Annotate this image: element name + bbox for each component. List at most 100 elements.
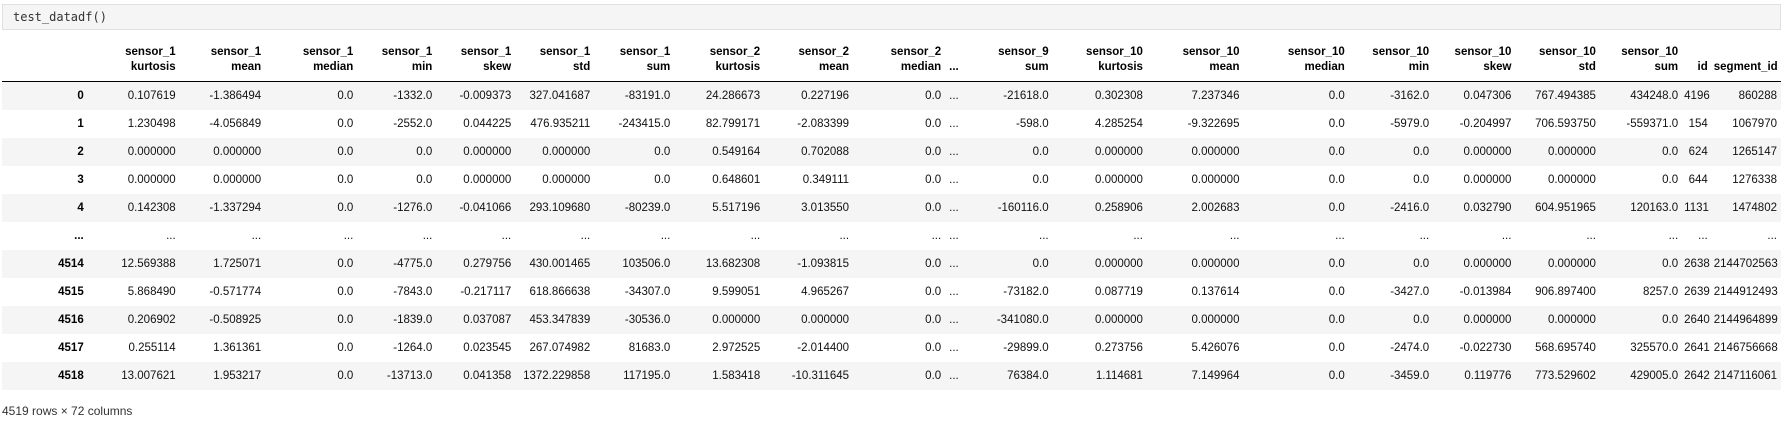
table-cell: 0.000000 — [801, 313, 850, 326]
row-index: 4518 — [58, 369, 84, 382]
table-cell: 476.935211 — [530, 117, 591, 130]
table-cell: -30536.0 — [624, 313, 671, 326]
table-cell: -3162.0 — [1390, 89, 1430, 102]
table-row: 4518 13.007621 1.953217 0.0 -13713.0 0.041358… — [2, 361, 1781, 390]
column-header-line1: sensor_10 — [1287, 46, 1345, 58]
table-cell: 0.000000 — [1463, 257, 1512, 270]
dataframe-output: sensor_1 kurtosis sensor_1 mean sensor_1 medi… — [2, 39, 1781, 390]
column-header-ellipsis: ... — [945, 39, 963, 82]
column-header-line2: std — [1578, 61, 1596, 73]
column-header-line1: sensor_10 — [1539, 46, 1596, 58]
code-input-cell[interactable]: test_datadf() — [2, 4, 1781, 30]
table-cell: 1.725071 — [213, 257, 262, 270]
table-cell: 0.0 — [925, 285, 942, 298]
table-cell: 0.0 — [925, 201, 942, 214]
table-row: 1 1.230498 -4.056849 0.0 -2552.0 0.044225 476.… — [2, 109, 1781, 138]
table-cell: -4.056849 — [209, 117, 262, 130]
row-index: 1 — [77, 117, 84, 130]
table-cell: 1131 — [1684, 201, 1709, 214]
table-cell: ... — [1419, 229, 1430, 242]
column-header-line1: sensor_10 — [1454, 46, 1512, 58]
table-cell: -0.009373 — [459, 89, 512, 102]
table-row: 4514 12.569388 1.725071 0.0 -4775.0 0.279756 4… — [2, 249, 1781, 278]
row-index: 4514 — [58, 257, 84, 270]
table-cell: -160116.0 — [997, 201, 1049, 214]
row-index: 4515 — [58, 285, 84, 298]
column-header-line1: sensor_1 — [619, 46, 671, 58]
table-cell: -1839.0 — [393, 313, 433, 326]
ellipsis-cell: ... — [949, 89, 959, 102]
column-header-line1 — [1684, 45, 1708, 60]
table-cell: ... — [1501, 229, 1512, 242]
column-header-line2: ... — [949, 61, 959, 73]
table-cell: ... — [343, 229, 354, 242]
table-cell: 4.285254 — [1094, 117, 1143, 130]
table-cell: 0.0 — [337, 313, 354, 326]
table-cell: 7.149964 — [1191, 369, 1240, 382]
column-header: sensor_1 std — [515, 39, 595, 82]
index-header — [2, 39, 90, 82]
table-cell: 325570.0 — [1630, 341, 1679, 354]
table-cell: -7843.0 — [393, 285, 433, 298]
table-cell: 0.0 — [925, 89, 942, 102]
table-cell: 0.000000 — [1191, 257, 1240, 270]
ellipsis-cell: ... — [949, 285, 959, 298]
row-index: 4516 — [58, 313, 84, 326]
table-cell: 0.044225 — [463, 117, 512, 130]
column-header-line2: skew — [1483, 61, 1512, 73]
table-cell: 0.0 — [1328, 173, 1345, 186]
table-cell: 4.965267 — [801, 285, 850, 298]
table-cell: 0.0 — [1328, 285, 1345, 298]
table-cell: ... — [422, 229, 433, 242]
dataframe-table: sensor_1 kurtosis sensor_1 mean sensor_1 medi… — [2, 39, 1781, 390]
table-cell: 0.032790 — [1463, 201, 1512, 214]
column-header-line2: median — [1304, 61, 1345, 73]
table-cell: 2.002683 — [1191, 201, 1240, 214]
table-row: 2 0.000000 0.000000 0.0 0.0 0.000000 0.000000 0… — [2, 137, 1781, 166]
table-cell: 0.0 — [1662, 313, 1679, 326]
table-cell: 0.0 — [1328, 369, 1345, 382]
table-cell: 0.279756 — [463, 257, 512, 270]
table-cell: ... — [501, 229, 512, 242]
table-cell: 2144702563 — [1713, 257, 1778, 270]
table-cell: 0.0 — [1662, 257, 1679, 270]
column-header-line1: sensor_10 — [1086, 46, 1143, 58]
table-cell: 293.109680 — [529, 201, 591, 214]
table-cell: 0.0 — [337, 117, 354, 130]
table-cell: -1264.0 — [393, 341, 433, 354]
column-header: sensor_2 kurtosis — [674, 39, 765, 82]
row-index: 4 — [77, 201, 84, 214]
column-header-line1: sensor_10 — [1372, 46, 1430, 58]
table-cell: 0.702088 — [801, 145, 850, 158]
column-header-line2: min — [1408, 61, 1430, 73]
table-cell: 0.648601 — [712, 173, 761, 186]
table-cell: 4196 — [1684, 89, 1710, 102]
column-header-line2: mean — [231, 61, 262, 73]
table-cell: 0.0 — [1328, 89, 1345, 102]
table-cell: 0.0 — [1328, 313, 1345, 326]
table-cell: ... — [750, 229, 761, 242]
table-cell: 0.000000 — [1463, 145, 1512, 158]
table-cell: 0.000000 — [127, 145, 176, 158]
table-cell: 0.000000 — [1463, 313, 1512, 326]
table-cell: 0.000000 — [1094, 173, 1143, 186]
table-cell: 568.695740 — [1535, 341, 1596, 354]
column-header-line2: kurtosis — [1098, 61, 1143, 73]
table-cell: -1.337294 — [209, 201, 262, 214]
table-body: 0 0.107619 -1.386494 0.0 -1332.0 -0.009373 327… — [2, 81, 1781, 390]
table-cell: 0.107619 — [127, 89, 176, 102]
table-cell: 0.0 — [337, 173, 354, 186]
column-header: sensor_10 sum — [1599, 39, 1683, 82]
table-cell: 644 — [1688, 173, 1708, 186]
table-cell: 0.000000 — [1547, 257, 1596, 270]
ellipsis-cell: ... — [949, 341, 959, 354]
table-cell: 0.0 — [1413, 173, 1430, 186]
table-cell: 1.583418 — [712, 369, 761, 382]
table-cell: 267.074982 — [529, 341, 591, 354]
table-cell: 0.0 — [1328, 117, 1345, 130]
column-header-line2: id — [1697, 61, 1708, 73]
table-cell: 24.286673 — [705, 89, 761, 102]
column-header: sensor_1 skew — [436, 39, 516, 82]
table-cell: 0.0 — [925, 145, 942, 158]
